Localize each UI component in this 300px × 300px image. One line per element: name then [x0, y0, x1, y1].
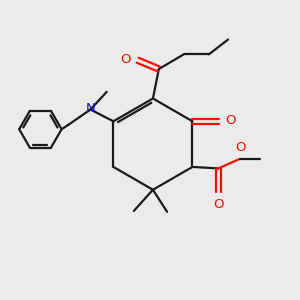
Text: O: O — [213, 198, 224, 212]
Text: O: O — [121, 53, 131, 66]
Text: N: N — [86, 101, 96, 115]
Text: O: O — [225, 114, 236, 127]
Text: O: O — [235, 141, 245, 154]
